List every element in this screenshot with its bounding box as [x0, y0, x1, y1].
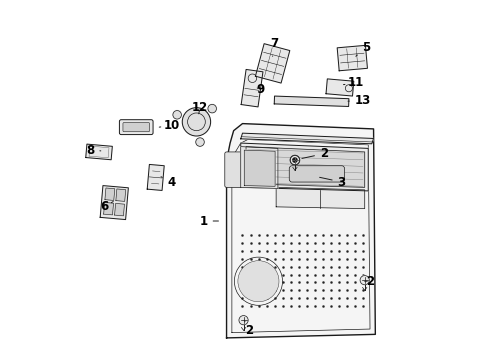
Polygon shape: [255, 44, 289, 83]
Circle shape: [359, 276, 368, 285]
Polygon shape: [104, 202, 113, 215]
Text: 2: 2: [301, 147, 327, 160]
Polygon shape: [240, 143, 367, 191]
Polygon shape: [245, 147, 364, 187]
Circle shape: [182, 108, 210, 136]
Circle shape: [292, 158, 296, 162]
Polygon shape: [100, 186, 128, 220]
Text: 9: 9: [256, 84, 264, 96]
Text: 4: 4: [161, 176, 175, 188]
Polygon shape: [240, 133, 373, 144]
Text: 2: 2: [364, 275, 373, 288]
Polygon shape: [114, 203, 124, 216]
Text: 5: 5: [355, 41, 370, 56]
Circle shape: [196, 138, 204, 146]
Text: 6: 6: [100, 200, 113, 213]
FancyBboxPatch shape: [119, 120, 153, 135]
Polygon shape: [336, 45, 367, 71]
Polygon shape: [273, 96, 348, 106]
Polygon shape: [86, 144, 112, 160]
Circle shape: [238, 261, 278, 302]
FancyBboxPatch shape: [224, 152, 242, 187]
Polygon shape: [275, 187, 364, 208]
Text: 1: 1: [199, 215, 218, 227]
Text: 13: 13: [348, 94, 370, 107]
Polygon shape: [244, 150, 274, 186]
Text: 10: 10: [159, 119, 180, 132]
Circle shape: [172, 111, 181, 119]
Circle shape: [239, 316, 248, 325]
Circle shape: [208, 104, 216, 113]
Text: 8: 8: [86, 144, 101, 157]
Polygon shape: [241, 70, 262, 107]
Circle shape: [290, 156, 299, 165]
FancyBboxPatch shape: [288, 166, 344, 182]
Polygon shape: [325, 79, 353, 96]
Polygon shape: [116, 189, 125, 201]
FancyBboxPatch shape: [123, 122, 149, 132]
Polygon shape: [105, 188, 115, 200]
Polygon shape: [226, 124, 375, 338]
Polygon shape: [147, 165, 164, 190]
Text: 12: 12: [192, 101, 208, 114]
Text: 3: 3: [319, 176, 345, 188]
Text: 2: 2: [244, 320, 253, 337]
Text: 11: 11: [343, 76, 363, 89]
Text: 7: 7: [270, 37, 278, 56]
Polygon shape: [240, 147, 277, 188]
